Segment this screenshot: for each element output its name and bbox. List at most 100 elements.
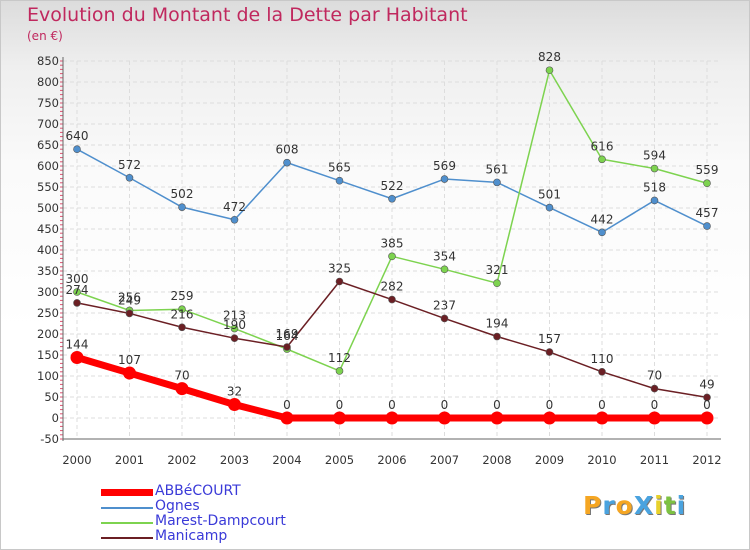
- data-label-3: 282: [381, 280, 404, 294]
- data-label-0: 144: [66, 338, 89, 352]
- x-tick-label: 2003: [220, 453, 249, 467]
- data-label-2: 385: [381, 236, 404, 250]
- data-label-3: 70: [647, 369, 662, 383]
- series-point-1: [545, 203, 554, 212]
- series-point-1: [73, 145, 81, 153]
- series-point-1: [440, 175, 449, 183]
- data-label-0: 0: [388, 398, 396, 412]
- data-label-3: 249: [118, 293, 141, 307]
- series-point-1: [650, 196, 659, 205]
- data-label-2: 616: [591, 139, 614, 153]
- series-point-3: [335, 277, 344, 286]
- series-point-3: [493, 332, 501, 341]
- series-point-2: [230, 324, 239, 333]
- y-tick-label: 150: [37, 348, 59, 362]
- x-tick-label: 2006: [377, 453, 406, 467]
- series-point-0: [648, 411, 661, 425]
- series-point-3: [178, 323, 186, 332]
- logo-letter: t: [663, 491, 677, 520]
- data-label-0: 0: [283, 398, 291, 412]
- y-tick-label: 50: [44, 390, 59, 404]
- data-label-2: 321: [486, 263, 509, 277]
- chart-unit-label: (en €): [27, 29, 63, 43]
- data-label-2: 828: [538, 50, 561, 64]
- legend-swatch: [101, 507, 153, 509]
- series-point-2: [598, 155, 606, 164]
- x-tick-label: 2007: [430, 453, 459, 467]
- series-point-1: [335, 176, 344, 185]
- data-label-1: 442: [591, 212, 614, 226]
- series-point-0: [123, 366, 136, 380]
- y-tick-label: 850: [37, 54, 59, 68]
- series-layer: [70, 66, 714, 425]
- data-label-3: 157: [538, 332, 561, 346]
- series-point-1: [493, 178, 501, 187]
- y-tick-label: 400: [37, 243, 59, 257]
- data-label-1: 472: [223, 200, 246, 214]
- series-point-2: [335, 367, 344, 375]
- data-label-1: 501: [538, 188, 561, 202]
- data-label-1: 572: [118, 158, 141, 172]
- data-label-2: 213: [223, 309, 246, 323]
- x-tick-label: 2012: [692, 453, 721, 467]
- data-label-0: 0: [703, 398, 711, 412]
- x-tick-label: 2005: [325, 453, 354, 467]
- data-label-3: 169: [276, 327, 299, 341]
- legend-swatch: [101, 522, 153, 524]
- logo-letter: i: [676, 491, 687, 520]
- series-point-3: [125, 309, 134, 318]
- data-label-0: 0: [651, 398, 659, 412]
- data-label-2: 259: [171, 289, 194, 303]
- data-label-2: 164: [276, 329, 299, 343]
- legend-swatch: [101, 489, 153, 496]
- logo-letter: o: [615, 491, 634, 520]
- data-label-0: 0: [493, 398, 501, 412]
- x-tick-label: 2008: [482, 453, 511, 467]
- series-point-1: [125, 173, 134, 182]
- data-label-1: 608: [276, 143, 299, 157]
- data-label-2: 112: [328, 351, 351, 365]
- proxiti-logo: ProXiti: [583, 491, 686, 520]
- series-point-0: [228, 398, 241, 412]
- logo-letter: P: [583, 491, 603, 520]
- series-point-2: [493, 279, 501, 287]
- data-label-1: 522: [381, 179, 404, 193]
- data-label-1: 565: [328, 161, 351, 175]
- series-point-0: [438, 411, 451, 425]
- x-tick-label: 2009: [535, 453, 564, 467]
- y-tick-label: 750: [37, 96, 59, 110]
- series-point-2: [73, 288, 81, 296]
- data-label-1: 569: [433, 159, 456, 173]
- y-tick-label: 500: [37, 201, 59, 215]
- data-label-layer: 640 572 502 472 608 565 522 569 561 501 442 518 457 3…: [66, 50, 719, 412]
- series-point-3: [703, 393, 711, 402]
- data-label-2: 559: [696, 163, 719, 177]
- series-point-3: [230, 334, 239, 343]
- data-label-0: 107: [118, 353, 141, 367]
- series-point-1: [703, 222, 711, 230]
- series-point-2: [650, 164, 659, 173]
- x-tick-label: 2001: [115, 453, 144, 467]
- x-tick-label: 2000: [62, 453, 91, 467]
- legend-label: Manicamp: [155, 528, 228, 544]
- series-point-2: [178, 305, 186, 314]
- legend-label: Marest-Dampcourt: [155, 513, 286, 529]
- logo-letter: X: [633, 491, 655, 520]
- legend-label: ABBéCOURT: [155, 483, 241, 499]
- series-point-1: [178, 203, 186, 211]
- series-point-0: [70, 351, 84, 365]
- x-tick-label: 2010: [587, 453, 616, 467]
- legend-label: Ognes: [155, 498, 200, 514]
- series-point-3: [598, 367, 606, 376]
- legend-swatch: [101, 537, 153, 539]
- series-point-3: [440, 314, 449, 323]
- data-label-3: 237: [433, 298, 456, 312]
- series-point-0: [700, 411, 714, 425]
- series-point-1: [230, 215, 239, 224]
- data-label-1: 502: [171, 187, 194, 201]
- series-point-3: [545, 348, 554, 356]
- data-label-2: 256: [118, 290, 141, 304]
- data-label-1: 640: [66, 129, 89, 143]
- series-point-2: [388, 252, 396, 261]
